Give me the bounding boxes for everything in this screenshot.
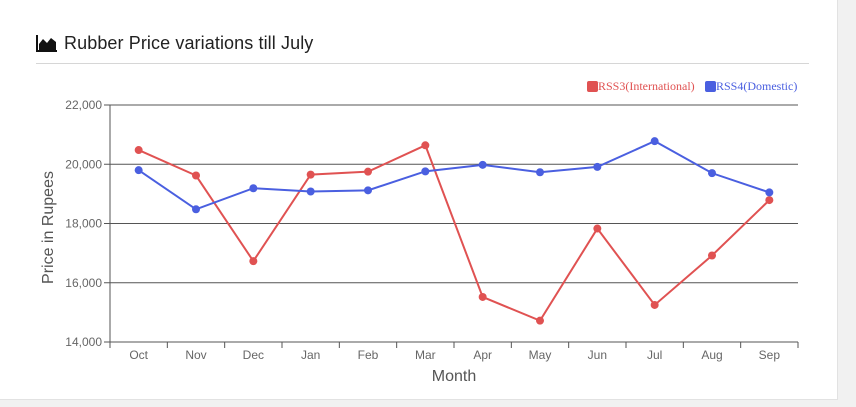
data-point: [364, 186, 372, 195]
data-point: [593, 224, 602, 233]
x-tick-label: Feb: [358, 348, 379, 362]
data-point: [478, 160, 487, 169]
data-point: [536, 316, 544, 325]
data-point: [421, 167, 430, 176]
chart-card: Rubber Price variations till July: [0, 0, 838, 400]
series-line: [138, 143, 771, 322]
line-chart: 14,000 16,000 18,000 20,000 22,000 Oct Nov Dec J…: [40, 79, 799, 385]
data-point: [650, 300, 659, 309]
x-tick-label: Jun: [588, 348, 607, 362]
card-header: Rubber Price variations till July: [36, 30, 313, 56]
y-tick-label: 22,000: [65, 98, 102, 112]
x-tick-label: Jan: [301, 348, 320, 362]
data-point: [765, 188, 774, 197]
data-point: [708, 251, 716, 260]
x-tick-label: Mar: [415, 348, 436, 362]
card-title: Rubber Price variations till July: [64, 32, 314, 53]
legend-label: RSS4(Domestic): [716, 79, 797, 93]
data-point: [192, 205, 200, 214]
y-tick-label: 20,000: [65, 157, 102, 171]
data-point: [478, 292, 487, 301]
data-point: [364, 167, 372, 176]
header-divider: [36, 63, 809, 64]
y-axis-title: Price in Rupees: [40, 171, 57, 284]
area-chart-icon: [36, 35, 57, 52]
x-tick-label: Apr: [473, 348, 492, 362]
x-tick-label: Aug: [701, 348, 722, 362]
data-point: [134, 166, 143, 175]
data-point: [765, 196, 774, 205]
data-point: [421, 141, 430, 150]
data-point: [593, 162, 602, 171]
legend-label: RSS3(International): [598, 79, 695, 93]
legend-swatch: [705, 81, 716, 92]
x-axis-title: Month: [432, 368, 476, 385]
legend-swatch: [587, 81, 598, 92]
data-point: [650, 137, 659, 146]
data-point: [249, 257, 258, 266]
data-point: [536, 168, 544, 177]
data-point: [249, 184, 258, 193]
y-tick-label: 16,000: [65, 276, 102, 290]
data-point: [306, 187, 315, 196]
page-gutter: [838, 0, 856, 407]
x-tick-label: Jul: [647, 348, 662, 362]
y-tick-label: 18,000: [65, 217, 102, 231]
series-line: [138, 140, 770, 211]
data-point: [708, 169, 716, 178]
x-tick-label: Dec: [243, 348, 264, 362]
x-tick-label: Nov: [185, 348, 206, 362]
y-tick-label: 14,000: [65, 335, 102, 349]
data-point: [134, 146, 143, 155]
data-point: [306, 170, 315, 179]
x-tick-label: Oct: [129, 348, 148, 362]
x-tick-label: Sep: [759, 348, 781, 362]
data-point: [192, 171, 200, 180]
x-tick-label: May: [529, 348, 552, 362]
